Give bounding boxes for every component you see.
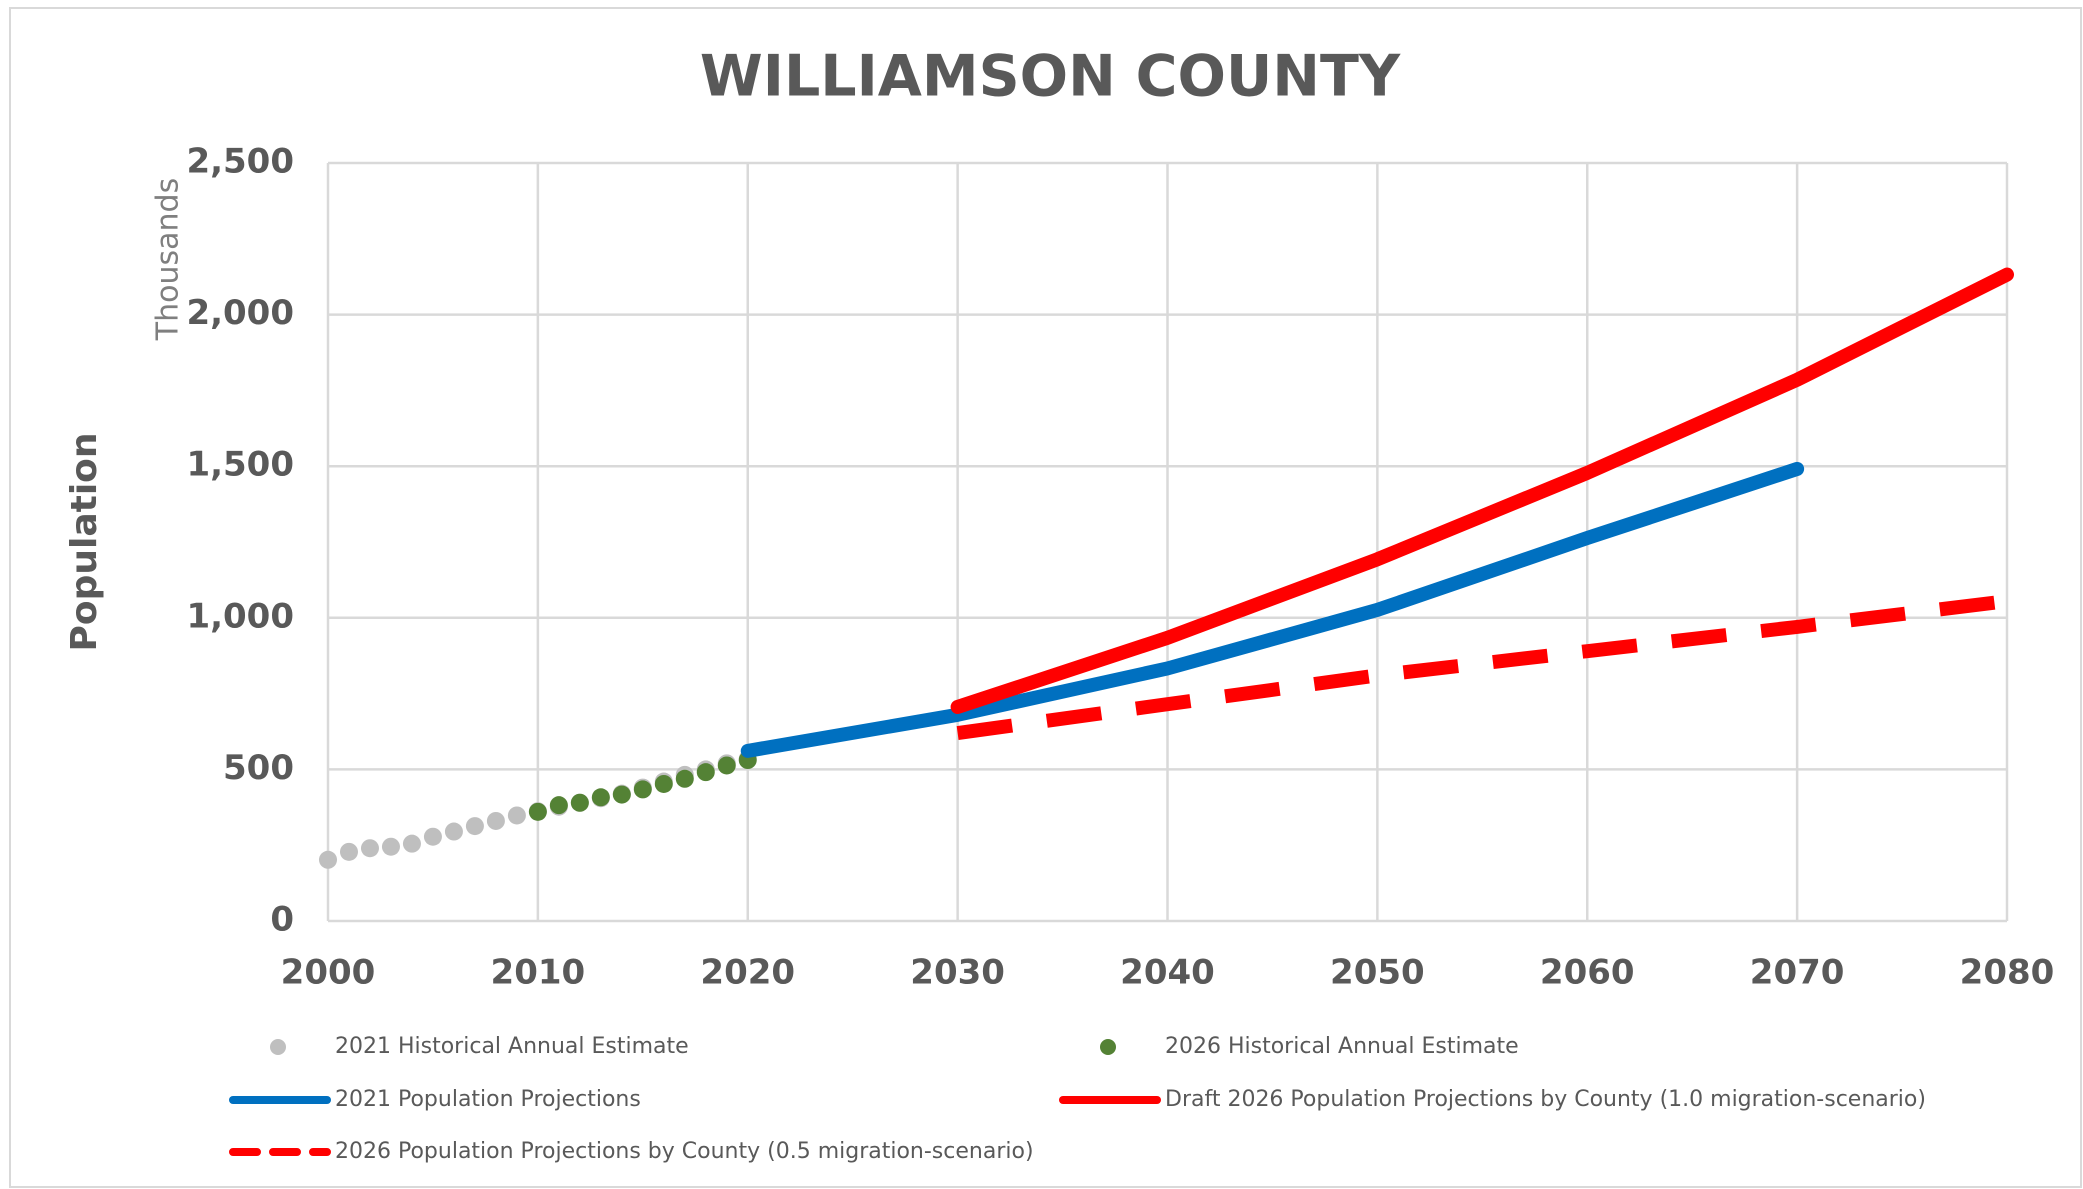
data-point [696, 763, 715, 782]
data-point [486, 811, 505, 830]
data-point [507, 806, 526, 825]
x-tick-label: 2080 [1960, 953, 2055, 993]
x-tick-label: 2060 [1540, 953, 1635, 993]
data-point [591, 788, 610, 807]
legend-label: 2026 Population Projections by County (0… [335, 1139, 1034, 1164]
data-point [465, 817, 484, 836]
x-tick-label: 2020 [700, 953, 795, 993]
y-tick-label: 1,500 [186, 445, 294, 485]
line [740, 461, 1805, 758]
x-tick-label: 2030 [910, 953, 1005, 993]
data-point [444, 822, 463, 841]
legend-marker [1100, 1039, 1116, 1055]
legend-label: 2026 Historical Annual Estimate [1165, 1034, 1519, 1059]
y-tick-label: 500 [223, 748, 294, 788]
legend-label: 2021 Historical Annual Estimate [335, 1034, 689, 1059]
x-tick-label: 2070 [1750, 953, 1845, 993]
data-point [528, 802, 547, 821]
data-point [319, 850, 337, 869]
x-tick-label: 2040 [1120, 953, 1215, 993]
data-point [570, 793, 589, 812]
data-point [612, 785, 631, 804]
line [950, 267, 2014, 714]
data-point [633, 780, 652, 799]
y-tick-label: 1,000 [186, 596, 294, 636]
legend-label: Draft 2026 Population Projections by Cou… [1165, 1087, 1926, 1112]
y-tick-label: 2,500 [186, 142, 294, 182]
x-tick-label: 2050 [1330, 953, 1425, 993]
chart-title: WILLIAMSON COUNTY [700, 44, 1401, 110]
legend-marker [270, 1039, 286, 1055]
y-tick-label: 2,000 [186, 293, 294, 333]
data-point [717, 756, 736, 775]
data-point [402, 834, 421, 853]
x-tick-label: 2000 [281, 953, 376, 993]
data-point [549, 796, 568, 815]
y-unit-label: Thousands [151, 178, 186, 341]
data-point [381, 837, 400, 856]
x-tick-label: 2010 [491, 953, 586, 993]
data-point [360, 839, 379, 858]
legend-label: 2021 Population Projections [335, 1087, 641, 1112]
data-point [675, 769, 694, 788]
chart-border [9, 7, 2082, 1188]
y-tick-label: 0 [270, 900, 294, 940]
y-axis-label: Population [64, 432, 105, 651]
data-point [654, 774, 673, 793]
data-point [423, 827, 442, 846]
data-point [339, 842, 358, 861]
